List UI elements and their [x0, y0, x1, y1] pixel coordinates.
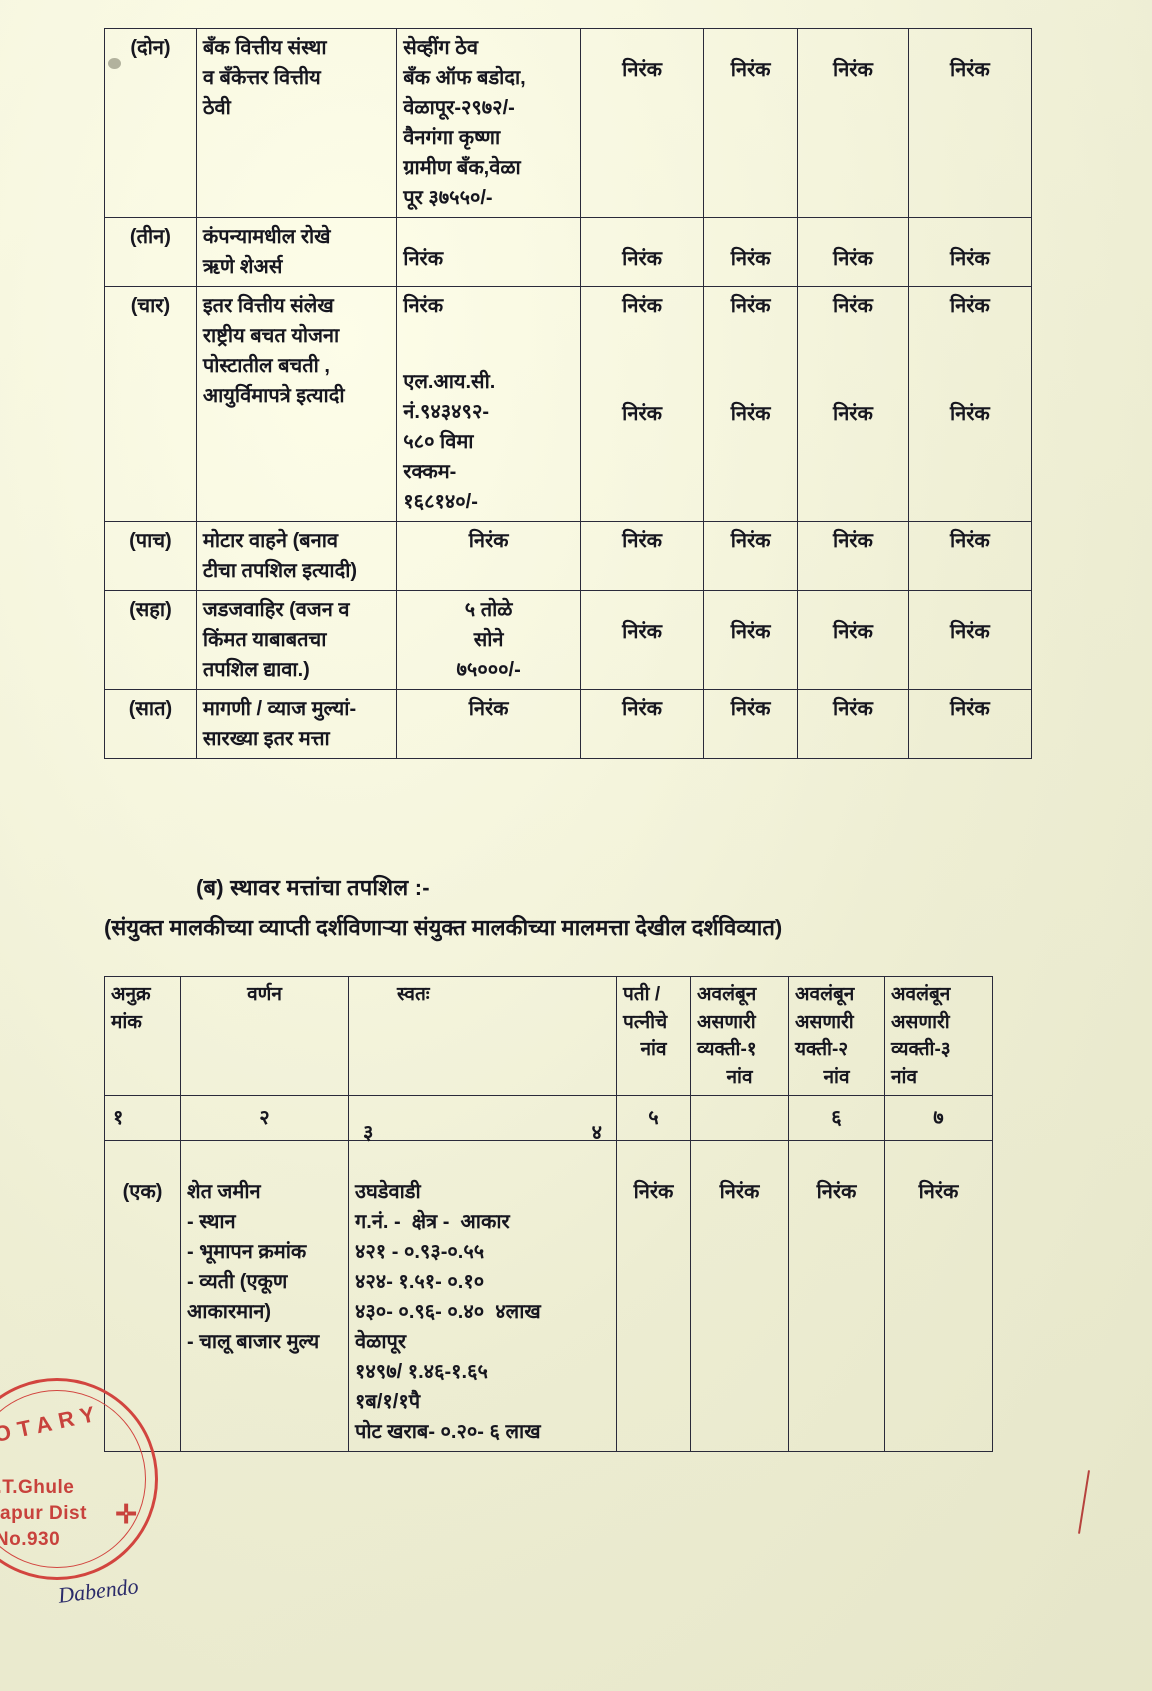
row-description: इतर वित्तीय संलेख राष्ट्रीय बचत योजना पो…	[195, 286, 398, 522]
row-dependent1-value: निरंक निरंक	[703, 286, 799, 522]
row-dependent3-value: निरंक	[907, 689, 1033, 759]
section-b-title: (ब) स्थावर मत्तांचा तपशिल :-	[196, 875, 430, 900]
header-spouse: पती / पत्नीचे नांव	[616, 975, 691, 1097]
column-number-blank	[690, 1095, 789, 1142]
row-serial: (एक)	[104, 1140, 181, 1453]
row-dependent3-value: निरंक	[884, 1140, 993, 1453]
table-row: (सहा) जडजवाहिर (वजन व किंमत याबाबतचा तपश…	[104, 590, 1033, 690]
row-description: मागणी / व्याज मुल्यां- सारख्या इतर मत्ता	[195, 689, 398, 759]
column-number-3: ३	[363, 1122, 374, 1145]
row-dependent2-value: निरंक	[797, 521, 909, 591]
row-self-value: ५ तोळे सोने ७५०००/-	[396, 590, 581, 690]
table-header-row: अनुक्र मांक वर्णन स्वतः पती / पत्नीचे ना…	[104, 975, 993, 1097]
header-self: स्वतः	[348, 975, 617, 1097]
header-description: वर्णन	[180, 975, 349, 1097]
handwritten-signature: Dabendo	[56, 1573, 140, 1608]
pen-mark	[1078, 1470, 1090, 1534]
column-number-6: ६	[788, 1095, 885, 1142]
row-serial: (दोन)	[104, 28, 197, 218]
row-dependent1-value: निरंक	[690, 1140, 789, 1453]
spacer	[804, 321, 902, 399]
row-dependent1-value: निरंक	[703, 28, 799, 218]
header-serial: अनुक्र मांक	[104, 975, 181, 1097]
row-spouse-value: निरंक	[579, 28, 705, 218]
table-row: (तीन) कंपन्यामधील रोखे ऋणे शेअर्स निरंक …	[104, 217, 1033, 287]
immovable-assets-table: अनुक्र मांक वर्णन स्वतः पती / पत्नीचे ना…	[104, 975, 993, 1453]
table-row: (पाच) मोटार वाहने (बनाव टीचा तपशिल इत्या…	[104, 521, 1033, 591]
row-serial: (पाच)	[104, 521, 197, 591]
row-spouse-value: निरंक निरंक	[579, 286, 705, 522]
column-number-3-and-4: ३ ४	[348, 1095, 617, 1144]
header-dependent2: अवलंबून असणारी यक्ती-२ नांव	[788, 975, 885, 1097]
column-number-4: ४	[591, 1122, 602, 1145]
row-dependent2-value: निरंक	[797, 689, 909, 759]
stamp-district: Solapur Dist	[0, 1503, 87, 1524]
row-spouse-value: निरंक	[579, 217, 705, 287]
row-self-value: निरंक	[396, 521, 581, 591]
table-row: (दोन) बँक वित्तीय संस्था व बँकेत्तर वित्…	[104, 28, 1033, 218]
row-dependent2-value: निरंक निरंक	[797, 286, 909, 522]
section-b-subtitle: (संयुक्त मालकीच्या व्याप्ती दर्शविणाऱ्या…	[104, 915, 783, 940]
row-self-value: निरंक	[396, 217, 581, 287]
movable-assets-table: (दोन) बँक वित्तीय संस्था व बँकेत्तर वित्…	[104, 28, 1033, 759]
row-dependent2-value: निरंक	[788, 1140, 885, 1453]
header-dependent3: अवलंबून असणारी व्यक्ती-३ नांव	[884, 975, 993, 1097]
row-description: बँक वित्तीय संस्था व बँकेत्तर वित्तीय ठे…	[195, 28, 398, 218]
row-dependent2-value: निरंक	[797, 590, 909, 690]
row-description: मोटार वाहने (बनाव टीचा तपशिल इत्यादी)	[195, 521, 398, 591]
column-number-1: १	[104, 1095, 181, 1142]
row-dependent3-value: निरंक	[907, 217, 1033, 287]
row-dependent3-value: निरंक	[907, 28, 1033, 218]
row-serial: (तीन)	[104, 217, 197, 287]
row-dependent2-value: निरंक	[797, 28, 909, 218]
table-row: (एक) शेत जमीन - स्थान - भूमापन क्रमांक -…	[104, 1140, 993, 1453]
row-serial: (सहा)	[104, 590, 197, 690]
table-row: (सात) मागणी / व्याज मुल्यां- सारख्या इतर…	[104, 689, 1033, 759]
spacer	[710, 321, 791, 399]
row-dependent1-value: निरंक	[703, 689, 799, 759]
row-self-value: निरंक	[396, 689, 581, 759]
row-self-value: उघडेवाडी ग.नं. - क्षेत्र - आकार ४२१ - ०.…	[348, 1140, 617, 1453]
column-number-7: ७	[884, 1095, 993, 1142]
stamp-arc-text: OTARY	[0, 1399, 104, 1448]
header-dependent1: अवलंबून असणारी व्यक्ती-१ नांव	[690, 975, 789, 1097]
row-dependent2-value: निरंक	[797, 217, 909, 287]
row-dependent3-value: निरंक	[907, 521, 1033, 591]
table-row: (चार) इतर वित्तीय संलेख राष्ट्रीय बचत यो…	[104, 286, 1033, 522]
spacer	[403, 321, 574, 367]
row-self-value: सेव्हींग ठेव बँक ऑफ बडोदा, वेळापूर-२९७२/…	[396, 28, 581, 218]
row-dependent3-value: निरंक	[907, 590, 1033, 690]
stamp-registration-number: d.No.930	[0, 1529, 61, 1550]
spacer	[587, 321, 697, 399]
row-dependent3-value: निरंक निरंक	[907, 286, 1033, 522]
row-spouse-value: निरंक	[579, 590, 705, 690]
row-dependent1-value: निरंक	[703, 590, 799, 690]
row-spouse-value: निरंक	[579, 689, 705, 759]
row-description: कंपन्यामधील रोखे ऋणे शेअर्स	[195, 217, 398, 287]
row-self-value: निरंक एल.आय.सी. नं.९४३४९२- ५८० विमा रक्क…	[396, 286, 581, 522]
column-number-2: २	[180, 1095, 349, 1142]
stamp-cross-icon: ✛	[115, 1499, 137, 1529]
row-serial: (सात)	[104, 689, 197, 759]
column-number-5: ५	[616, 1095, 691, 1142]
section-b-headings: (ब) स्थावर मत्तांचा तपशिल :- (संयुक्त मा…	[104, 872, 1044, 942]
spacer	[915, 321, 1025, 399]
row-description: शेत जमीन - स्थान - भूमापन क्रमांक - व्यत…	[180, 1140, 349, 1453]
row-dependent1-value: निरंक	[703, 521, 799, 591]
row-description: जडजवाहिर (वजन व किंमत याबाबतचा तपशिल द्य…	[195, 590, 398, 690]
column-number-row: १ २ ३ ४ ५ ६ ७	[104, 1095, 993, 1144]
row-spouse-value: निरंक	[616, 1140, 691, 1453]
row-serial: (चार)	[104, 286, 197, 522]
row-spouse-value: निरंक	[579, 521, 705, 591]
stamp-name: V.T.Ghule	[0, 1477, 75, 1498]
row-dependent1-value: निरंक	[703, 217, 799, 287]
